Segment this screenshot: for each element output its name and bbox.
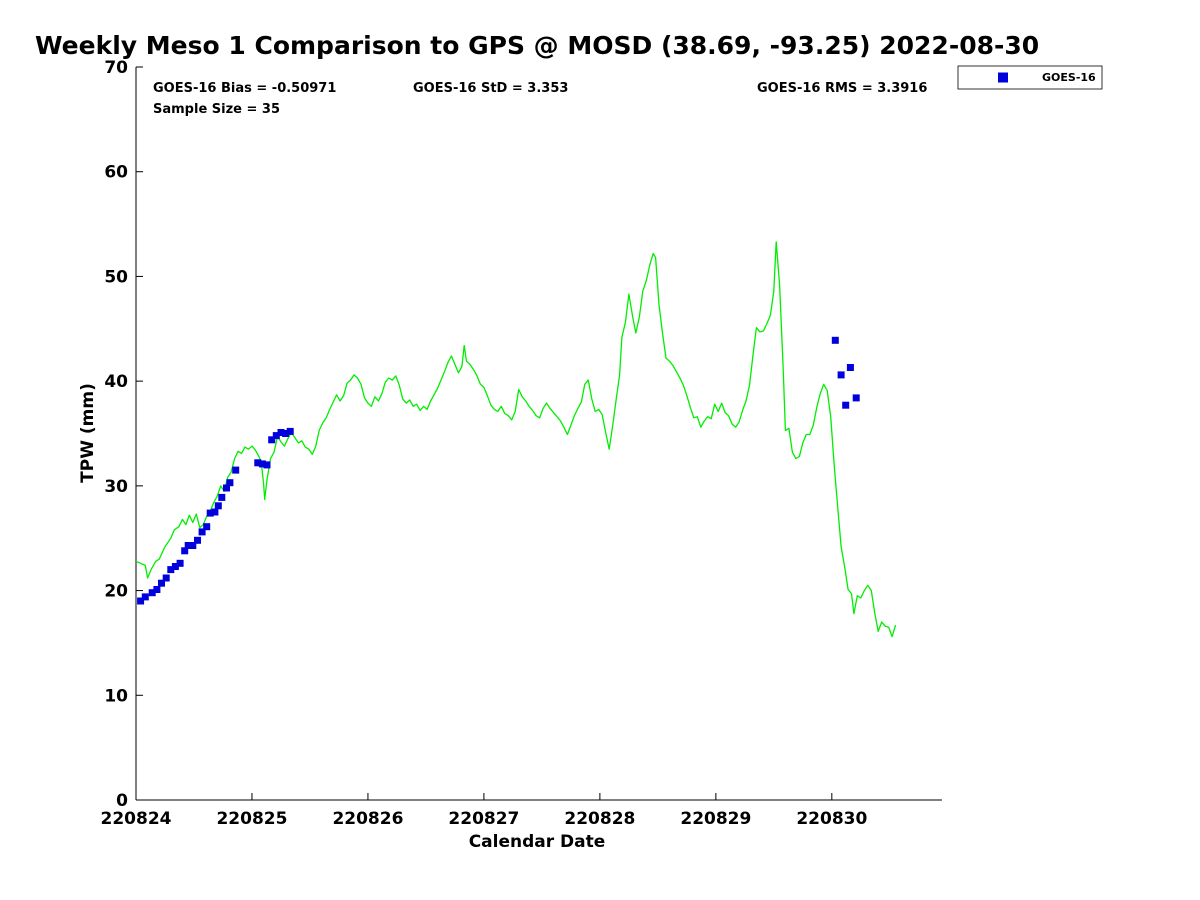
goes16-data-point — [194, 536, 201, 544]
y-tick-label: 60 — [104, 163, 128, 183]
goes16-data-point — [852, 394, 860, 402]
goes16-data-point — [268, 436, 276, 444]
y-tick-label: 70 — [104, 58, 128, 78]
goes16-data-point — [837, 371, 845, 379]
legend: GOES-16 — [957, 65, 1103, 90]
legend-box — [957, 65, 1103, 90]
goes16-data-point — [189, 542, 197, 549]
y-axis-label: TPW (mm) — [78, 383, 98, 483]
x-tick-label: 220829 — [680, 809, 751, 829]
goes16-data-point — [831, 336, 839, 344]
x-tick-label: 220828 — [564, 809, 635, 829]
std-annotation: GOES-16 StD = 3.353 — [413, 81, 568, 96]
goes16-data-point — [232, 466, 240, 474]
goes16-data-point — [167, 566, 175, 574]
x-tick-label: 220827 — [448, 809, 519, 829]
goes16-data-point — [218, 493, 226, 501]
goes16-data-point — [277, 429, 285, 436]
legend-label-goes16: GOES-16 — [1042, 71, 1096, 84]
goes16-data-point — [286, 427, 294, 435]
goes16-data-point — [137, 597, 145, 605]
y-tick-label: 0 — [116, 791, 128, 811]
goes16-data-point — [162, 574, 170, 582]
goes16-data-point — [282, 430, 290, 437]
goes16-data-point — [148, 589, 156, 597]
y-tick-label: 20 — [104, 582, 128, 602]
rms-annotation: GOES-16 RMS = 3.3916 — [757, 81, 927, 96]
goes16-data-point — [214, 502, 222, 510]
series-layer — [135, 241, 897, 638]
gps-series-line — [135, 241, 897, 638]
y-tick-label: 50 — [104, 267, 128, 287]
chart-title: Weekly Meso 1 Comparison to GPS @ MOSD (… — [35, 31, 1039, 60]
plot-frame — [135, 67, 942, 801]
goes16-data-point — [226, 479, 234, 487]
x-tick-label: 220830 — [796, 809, 867, 829]
goes16-data-point — [181, 547, 189, 555]
goes16-data-point — [272, 432, 280, 440]
goes16-data-point — [211, 508, 219, 516]
goes16-data-point — [206, 509, 214, 517]
goes16-data-point — [846, 364, 854, 371]
goes16-data-point — [141, 593, 149, 601]
sample-size-annotation: Sample Size = 35 — [153, 102, 280, 117]
goes16-data-point — [176, 559, 184, 567]
goes16-data-point — [223, 484, 230, 492]
y-tick-label: 30 — [104, 477, 128, 497]
goes16-data-point — [171, 563, 179, 570]
goes16-data-point — [254, 459, 262, 467]
goes16-data-point — [842, 401, 850, 409]
stats-annotations: GOES-16 Bias = -0.50971 GOES-16 StD = 3.… — [153, 81, 927, 117]
goes16-data-point — [263, 461, 271, 469]
goes16-data-point — [184, 542, 192, 549]
y-tick-label: 40 — [104, 372, 128, 392]
x-axis-ticks: 220824 220825 220826 220827 220828 220829 2208… — [101, 793, 867, 829]
x-axis-label: Calendar Date — [469, 832, 606, 852]
y-axis-ticks: 0 10 20 30 40 50 60 70 — [104, 58, 143, 811]
goes16-data-point — [198, 528, 206, 536]
legend-swatch-goes16 — [998, 72, 1008, 83]
x-tick-label: 220824 — [101, 809, 172, 829]
y-tick-label: 10 — [104, 686, 128, 706]
goes16-data-point — [258, 460, 266, 468]
x-tick-label: 220825 — [216, 809, 287, 829]
x-tick-label: 220826 — [332, 809, 403, 829]
goes16-data-point — [158, 579, 165, 587]
goes16-data-point — [203, 523, 211, 531]
bias-annotation: GOES-16 Bias = -0.50971 — [153, 81, 336, 96]
goes16-data-point — [153, 586, 161, 593]
